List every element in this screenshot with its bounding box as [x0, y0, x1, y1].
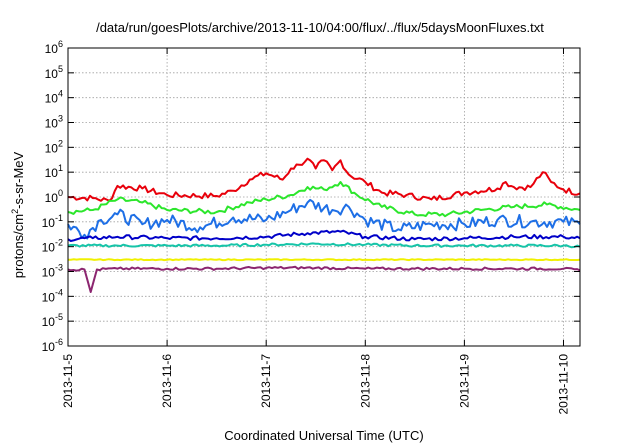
- y-tick-label: 10-4: [42, 287, 63, 304]
- y-tick-label: 100: [45, 188, 63, 205]
- series-line-5: [67, 242, 581, 249]
- y-tick-label: 102: [45, 138, 63, 155]
- y-tick-label: 10-1: [42, 213, 63, 230]
- x-tick-label: 2013-11-5: [61, 354, 75, 408]
- y-tick-label: 101: [45, 163, 63, 180]
- series-line-4: [67, 229, 581, 242]
- y-tick-label: 103: [45, 114, 63, 131]
- chart-title: /data/run/goesPlots/archive/2013-11-10/0…: [96, 20, 544, 35]
- y-tick-label: 105: [45, 64, 63, 81]
- y-tick-label: 10-2: [42, 238, 63, 255]
- series-line-6: [68, 258, 581, 262]
- y-tick-label: 10-3: [42, 263, 63, 280]
- series-layer: [67, 157, 581, 293]
- y-tick-label: 106: [45, 39, 63, 56]
- y-tick-label: 104: [45, 89, 63, 106]
- ticks: 10-6 10-5 10-4 10-3 10-2 10-1 100 101 102 103 104 1…: [42, 39, 580, 415]
- x-tick-label: 2013-11-6: [160, 354, 174, 408]
- y-tick-label: 10-5: [42, 312, 63, 329]
- grid: [67, 48, 580, 346]
- series-line-2: [67, 181, 581, 218]
- series-line-1: [67, 157, 581, 202]
- y-tick-label: 10-6: [42, 337, 63, 354]
- x-tick-label: 2013-11-10: [556, 354, 570, 415]
- y-axis-label-container: protons/cm2-s-sr-MeV: [8, 115, 28, 315]
- x-tick-label: 2013-11-7: [259, 354, 273, 408]
- series-line-3: [67, 198, 581, 240]
- x-tick-label: 2013-11-8: [358, 354, 372, 408]
- y-axis-label: protons/cm2-s-sr-MeV: [9, 151, 27, 279]
- x-tick-label: 2013-11-9: [457, 354, 471, 408]
- x-axis-label: Coordinated Universal Time (UTC): [224, 428, 424, 443]
- series-line-7: [67, 265, 581, 293]
